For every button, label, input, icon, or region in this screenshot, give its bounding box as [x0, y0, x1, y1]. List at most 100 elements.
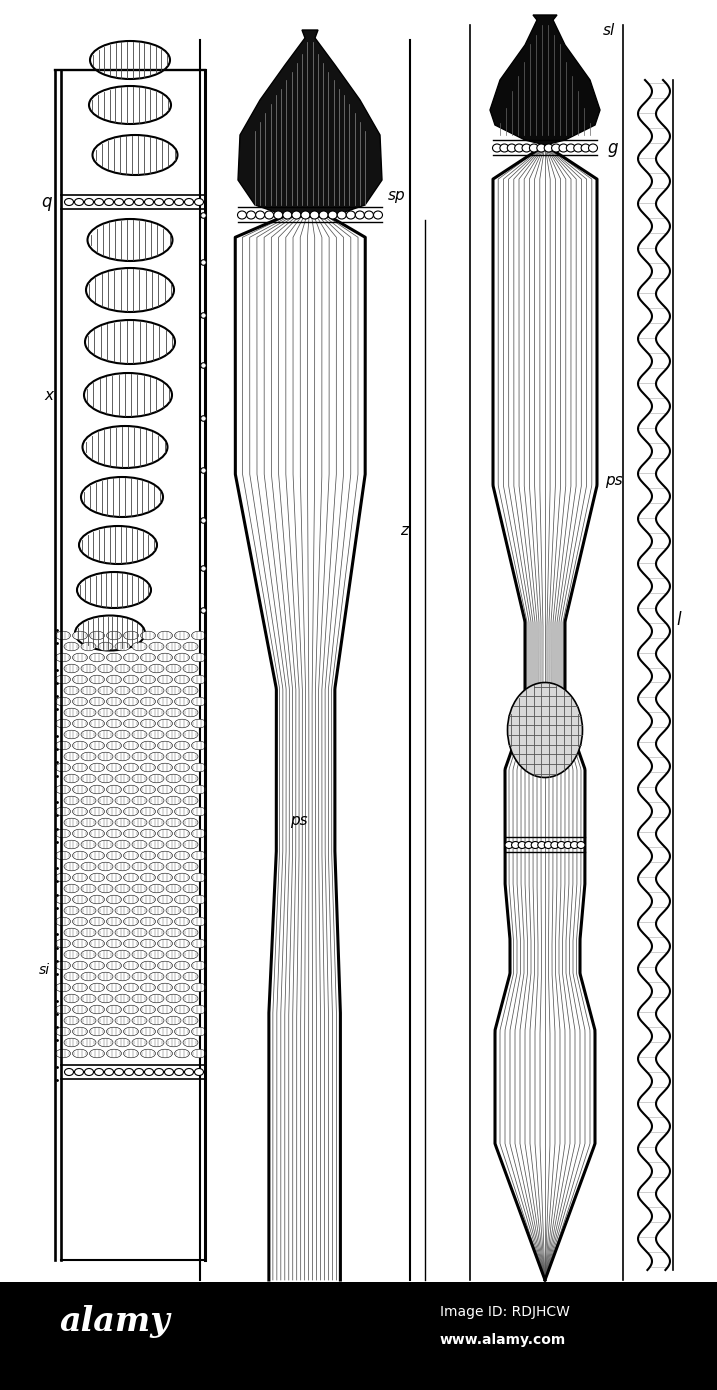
- Ellipse shape: [81, 477, 163, 517]
- Ellipse shape: [132, 709, 147, 717]
- Ellipse shape: [183, 994, 198, 1002]
- Ellipse shape: [537, 145, 546, 152]
- Ellipse shape: [72, 962, 87, 970]
- Ellipse shape: [174, 785, 189, 794]
- Ellipse shape: [90, 1027, 105, 1036]
- Ellipse shape: [525, 841, 533, 848]
- Ellipse shape: [174, 940, 189, 948]
- Ellipse shape: [64, 819, 79, 827]
- Ellipse shape: [149, 862, 164, 870]
- Ellipse shape: [81, 642, 96, 651]
- Ellipse shape: [81, 929, 96, 937]
- Ellipse shape: [132, 951, 147, 959]
- Ellipse shape: [72, 940, 87, 948]
- Ellipse shape: [149, 929, 164, 937]
- Ellipse shape: [55, 676, 70, 684]
- Ellipse shape: [72, 917, 87, 926]
- Ellipse shape: [123, 962, 138, 970]
- Text: sp: sp: [388, 188, 406, 203]
- Ellipse shape: [72, 785, 87, 794]
- Ellipse shape: [55, 1049, 70, 1058]
- Ellipse shape: [149, 642, 164, 651]
- Ellipse shape: [90, 895, 105, 904]
- Ellipse shape: [577, 841, 585, 848]
- Ellipse shape: [191, 962, 206, 970]
- Ellipse shape: [115, 774, 130, 783]
- Ellipse shape: [115, 664, 130, 673]
- Ellipse shape: [98, 752, 113, 760]
- Ellipse shape: [55, 940, 70, 948]
- Ellipse shape: [158, 698, 173, 706]
- Ellipse shape: [149, 752, 164, 760]
- Ellipse shape: [183, 1016, 198, 1024]
- Ellipse shape: [55, 719, 70, 728]
- Ellipse shape: [72, 676, 87, 684]
- Ellipse shape: [81, 819, 96, 827]
- Ellipse shape: [95, 1069, 103, 1076]
- Ellipse shape: [98, 951, 113, 959]
- Ellipse shape: [141, 653, 156, 662]
- Ellipse shape: [191, 808, 206, 816]
- Ellipse shape: [90, 653, 105, 662]
- Ellipse shape: [64, 796, 79, 805]
- Ellipse shape: [149, 1038, 164, 1047]
- Ellipse shape: [158, 741, 173, 749]
- Ellipse shape: [174, 830, 189, 838]
- Ellipse shape: [98, 862, 113, 870]
- Ellipse shape: [319, 211, 328, 220]
- Ellipse shape: [90, 719, 105, 728]
- Ellipse shape: [132, 884, 147, 892]
- Ellipse shape: [64, 664, 79, 673]
- Ellipse shape: [164, 1069, 174, 1076]
- Ellipse shape: [75, 199, 83, 206]
- Ellipse shape: [132, 1038, 147, 1047]
- Ellipse shape: [191, 917, 206, 926]
- Ellipse shape: [90, 698, 105, 706]
- Ellipse shape: [166, 642, 181, 651]
- Ellipse shape: [149, 774, 164, 783]
- Ellipse shape: [174, 983, 189, 992]
- Ellipse shape: [90, 785, 105, 794]
- Ellipse shape: [123, 873, 138, 881]
- Ellipse shape: [265, 211, 274, 220]
- Text: q: q: [42, 193, 52, 211]
- Ellipse shape: [141, 940, 156, 948]
- Ellipse shape: [135, 1069, 143, 1076]
- Ellipse shape: [132, 664, 147, 673]
- Ellipse shape: [81, 972, 96, 981]
- Ellipse shape: [132, 642, 147, 651]
- Ellipse shape: [107, 676, 121, 684]
- Ellipse shape: [158, 962, 173, 970]
- Ellipse shape: [191, 676, 206, 684]
- Ellipse shape: [98, 774, 113, 783]
- Ellipse shape: [174, 631, 189, 639]
- Ellipse shape: [107, 1005, 121, 1013]
- Ellipse shape: [538, 841, 546, 848]
- Ellipse shape: [141, 917, 156, 926]
- Ellipse shape: [292, 211, 301, 220]
- Ellipse shape: [164, 199, 174, 206]
- Ellipse shape: [191, 741, 206, 749]
- Text: ps: ps: [605, 473, 622, 488]
- Ellipse shape: [98, 819, 113, 827]
- Ellipse shape: [141, 785, 156, 794]
- Ellipse shape: [529, 145, 538, 152]
- Ellipse shape: [107, 917, 121, 926]
- Ellipse shape: [98, 884, 113, 892]
- Text: sl: sl: [603, 22, 615, 38]
- Ellipse shape: [81, 1038, 96, 1047]
- Ellipse shape: [141, 1005, 156, 1013]
- Ellipse shape: [141, 851, 156, 860]
- Text: l: l: [676, 612, 680, 630]
- Ellipse shape: [85, 1069, 93, 1076]
- Ellipse shape: [64, 884, 79, 892]
- Ellipse shape: [107, 653, 121, 662]
- Ellipse shape: [72, 631, 87, 639]
- Ellipse shape: [149, 819, 164, 827]
- Ellipse shape: [183, 774, 198, 783]
- Ellipse shape: [72, 741, 87, 749]
- Ellipse shape: [132, 840, 147, 849]
- Ellipse shape: [149, 951, 164, 959]
- Ellipse shape: [98, 1016, 113, 1024]
- Ellipse shape: [174, 962, 189, 970]
